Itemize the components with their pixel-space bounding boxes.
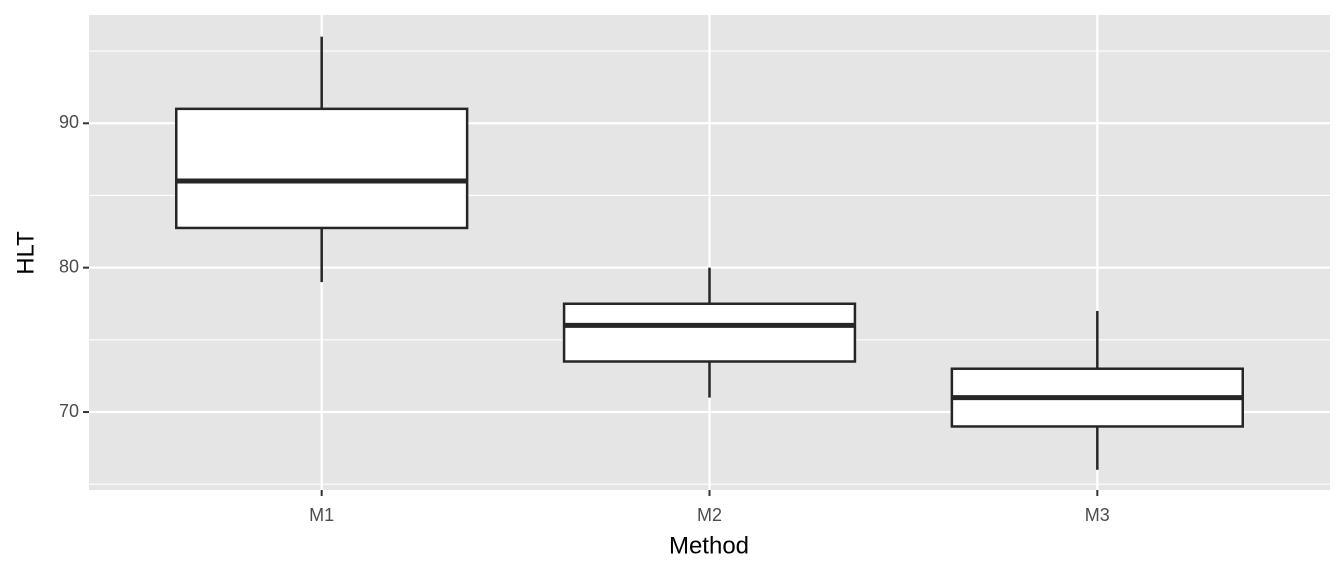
y-tick-label: 80: [59, 256, 79, 276]
x-axis-title: Method: [669, 532, 749, 559]
box: [562, 302, 857, 363]
x-tick-label: M3: [1085, 505, 1110, 525]
x-tick-label: M2: [697, 505, 722, 525]
x-tick-label: M1: [309, 505, 334, 525]
y-axis-title: HLT: [12, 231, 39, 275]
box: [175, 107, 469, 230]
y-tick-label: 90: [59, 112, 79, 132]
y-tick-label: 70: [59, 401, 79, 421]
